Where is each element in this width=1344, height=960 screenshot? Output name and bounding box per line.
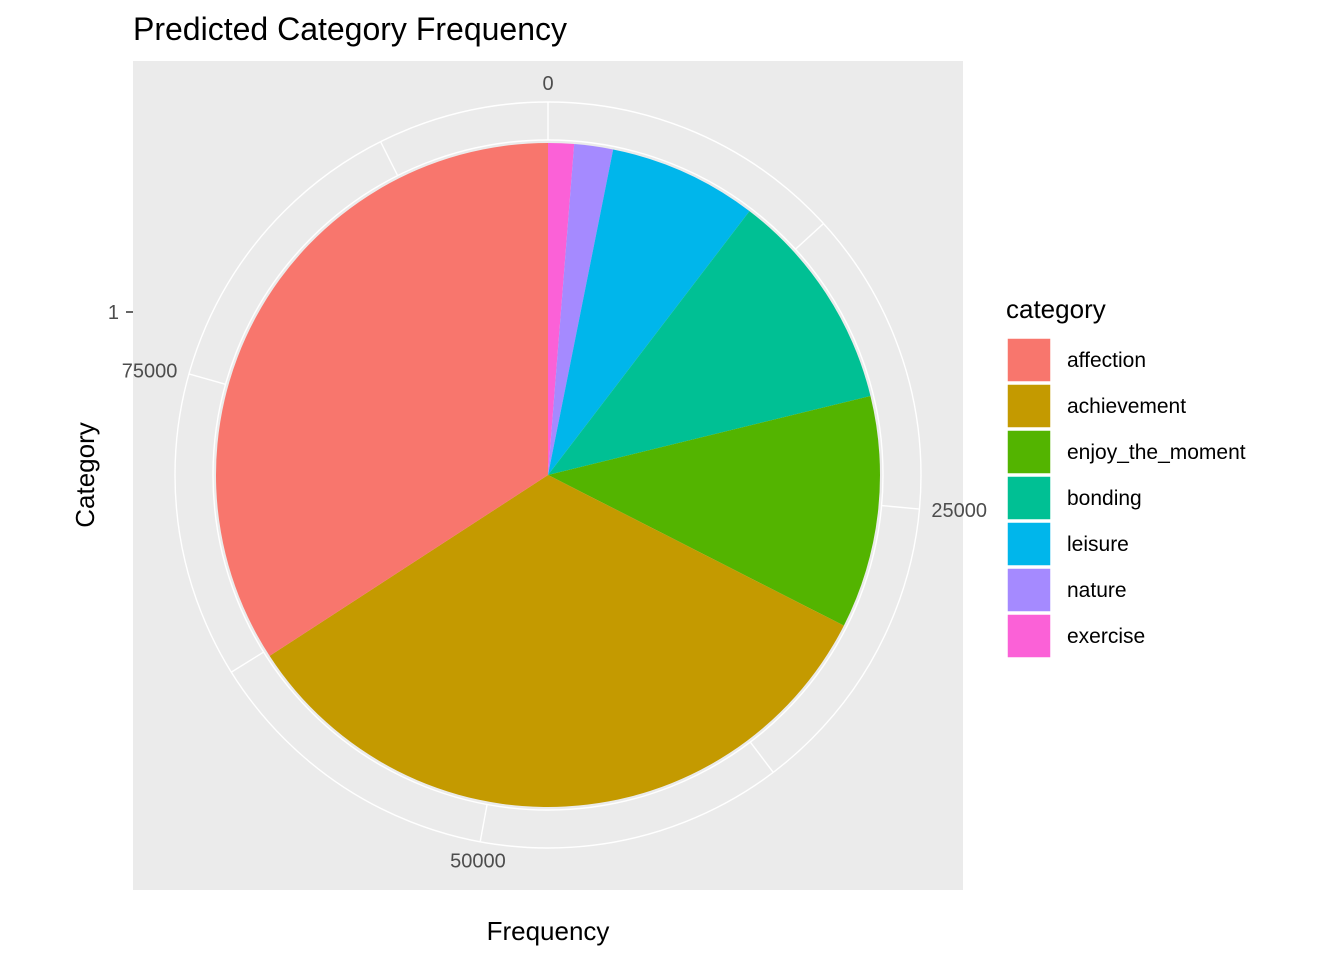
legend-item-leisure: leisure bbox=[1006, 521, 1129, 567]
grid-spoke bbox=[379, 141, 399, 176]
grid-spoke bbox=[479, 804, 488, 842]
legend-item-nature: nature bbox=[1006, 567, 1127, 613]
pie-slice-bonding bbox=[548, 211, 871, 475]
radial-tick-label: 75000 bbox=[122, 361, 178, 383]
pie-slice-nature bbox=[548, 144, 614, 475]
legend-label: affection bbox=[1067, 349, 1146, 372]
y-axis-title: Category bbox=[70, 422, 100, 528]
legend-items: affection achievement enjoy_the_momentbond… bbox=[1006, 337, 1246, 659]
legend-swatch bbox=[1006, 475, 1052, 521]
grid-spoke bbox=[881, 504, 920, 510]
pie-slice-affection bbox=[216, 142, 548, 656]
grid-spoke bbox=[230, 651, 264, 673]
legend-swatch bbox=[1006, 521, 1052, 567]
pie-slice-achievement bbox=[269, 475, 844, 807]
x-axis-title: Frequency bbox=[487, 916, 610, 946]
legend: category affection achievement enjoy_the_m… bbox=[1006, 294, 1246, 659]
legend-swatch bbox=[1006, 567, 1052, 613]
legend-title: category bbox=[1006, 294, 1106, 324]
pie-slice-enjoy-the-moment bbox=[548, 395, 880, 626]
radial-tick-label: 25000 bbox=[931, 500, 987, 522]
grid-spoke bbox=[188, 373, 226, 385]
chart-title: Predicted Category Frequency bbox=[133, 11, 567, 47]
radial-tick-labels: 0 25000 50000 75000 bbox=[122, 73, 987, 873]
legend-item-exercise: exercise bbox=[1006, 613, 1145, 659]
grid-spoke bbox=[794, 223, 824, 250]
grid-spoke bbox=[749, 741, 774, 773]
legend-item-bonding: bonding bbox=[1006, 475, 1142, 521]
legend-item-enjoy-the-moment: enjoy_the_moment bbox=[1006, 429, 1246, 475]
legend-swatch bbox=[1006, 337, 1052, 383]
legend-swatch bbox=[1006, 383, 1052, 429]
y-axis: 1 bbox=[108, 302, 133, 324]
radial-tick-label: 0 bbox=[542, 73, 553, 95]
grid-lines bbox=[174, 101, 922, 849]
pie-slice-exercise bbox=[548, 143, 575, 475]
legend-label: leisure bbox=[1067, 533, 1129, 556]
pie-slices bbox=[216, 142, 880, 807]
legend-item-affection: affection bbox=[1006, 337, 1146, 383]
legend-label: exercise bbox=[1067, 625, 1145, 648]
pie-slice-leisure bbox=[548, 149, 750, 475]
legend-label: nature bbox=[1067, 579, 1127, 602]
legend-label: enjoy_the_moment bbox=[1067, 441, 1246, 464]
legend-label: achievement bbox=[1067, 395, 1186, 418]
legend-swatch bbox=[1006, 429, 1052, 475]
radial-tick-label: 50000 bbox=[450, 851, 506, 873]
y-tick-label: 1 bbox=[108, 302, 119, 324]
legend-item-achievement: achievement bbox=[1006, 383, 1186, 429]
legend-swatch bbox=[1006, 613, 1052, 659]
legend-label: bonding bbox=[1067, 487, 1142, 510]
